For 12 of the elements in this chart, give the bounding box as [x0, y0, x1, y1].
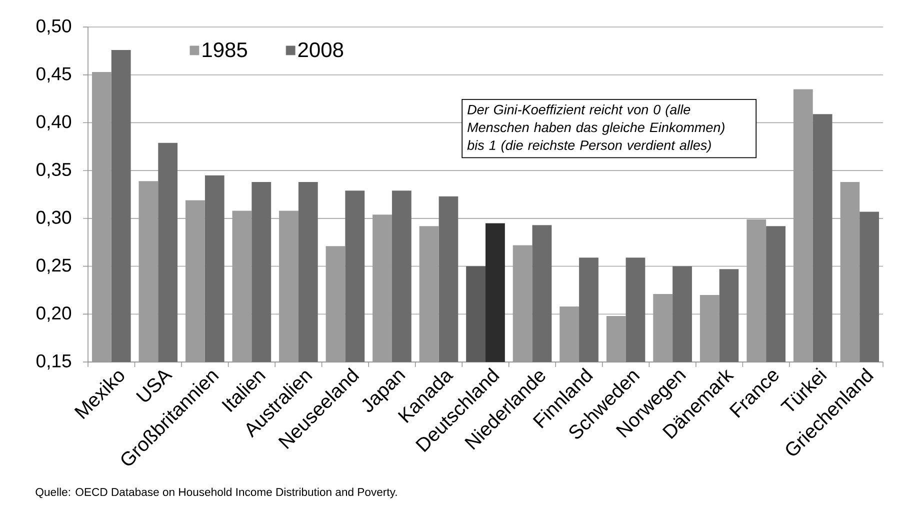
y-tick-label: 0,20 — [36, 306, 72, 322]
y-tick-label: 0,45 — [36, 67, 72, 82]
y-tick-label: 0,25 — [36, 258, 72, 274]
y-tick-label: 0,50 — [36, 19, 72, 35]
annotation: Der Gini-Koeffizient reicht von 0 (alle Menschen haben das gleiche Einkommen) bis 1 (die reichste Person verdient alles) — [467, 104, 724, 153]
legend-label: 2008 — [298, 42, 344, 58]
source-note: Quelle: OECD Database on Household Income Distribution and Poverty. — [36, 488, 397, 498]
y-tick-label: 0,40 — [36, 115, 72, 130]
y-tick-label: 0,35 — [36, 162, 72, 178]
y-tick-label: 0,15 — [36, 354, 72, 370]
y-tick-label: 0,30 — [36, 210, 72, 226]
legend-label: 1985 — [202, 42, 247, 58]
